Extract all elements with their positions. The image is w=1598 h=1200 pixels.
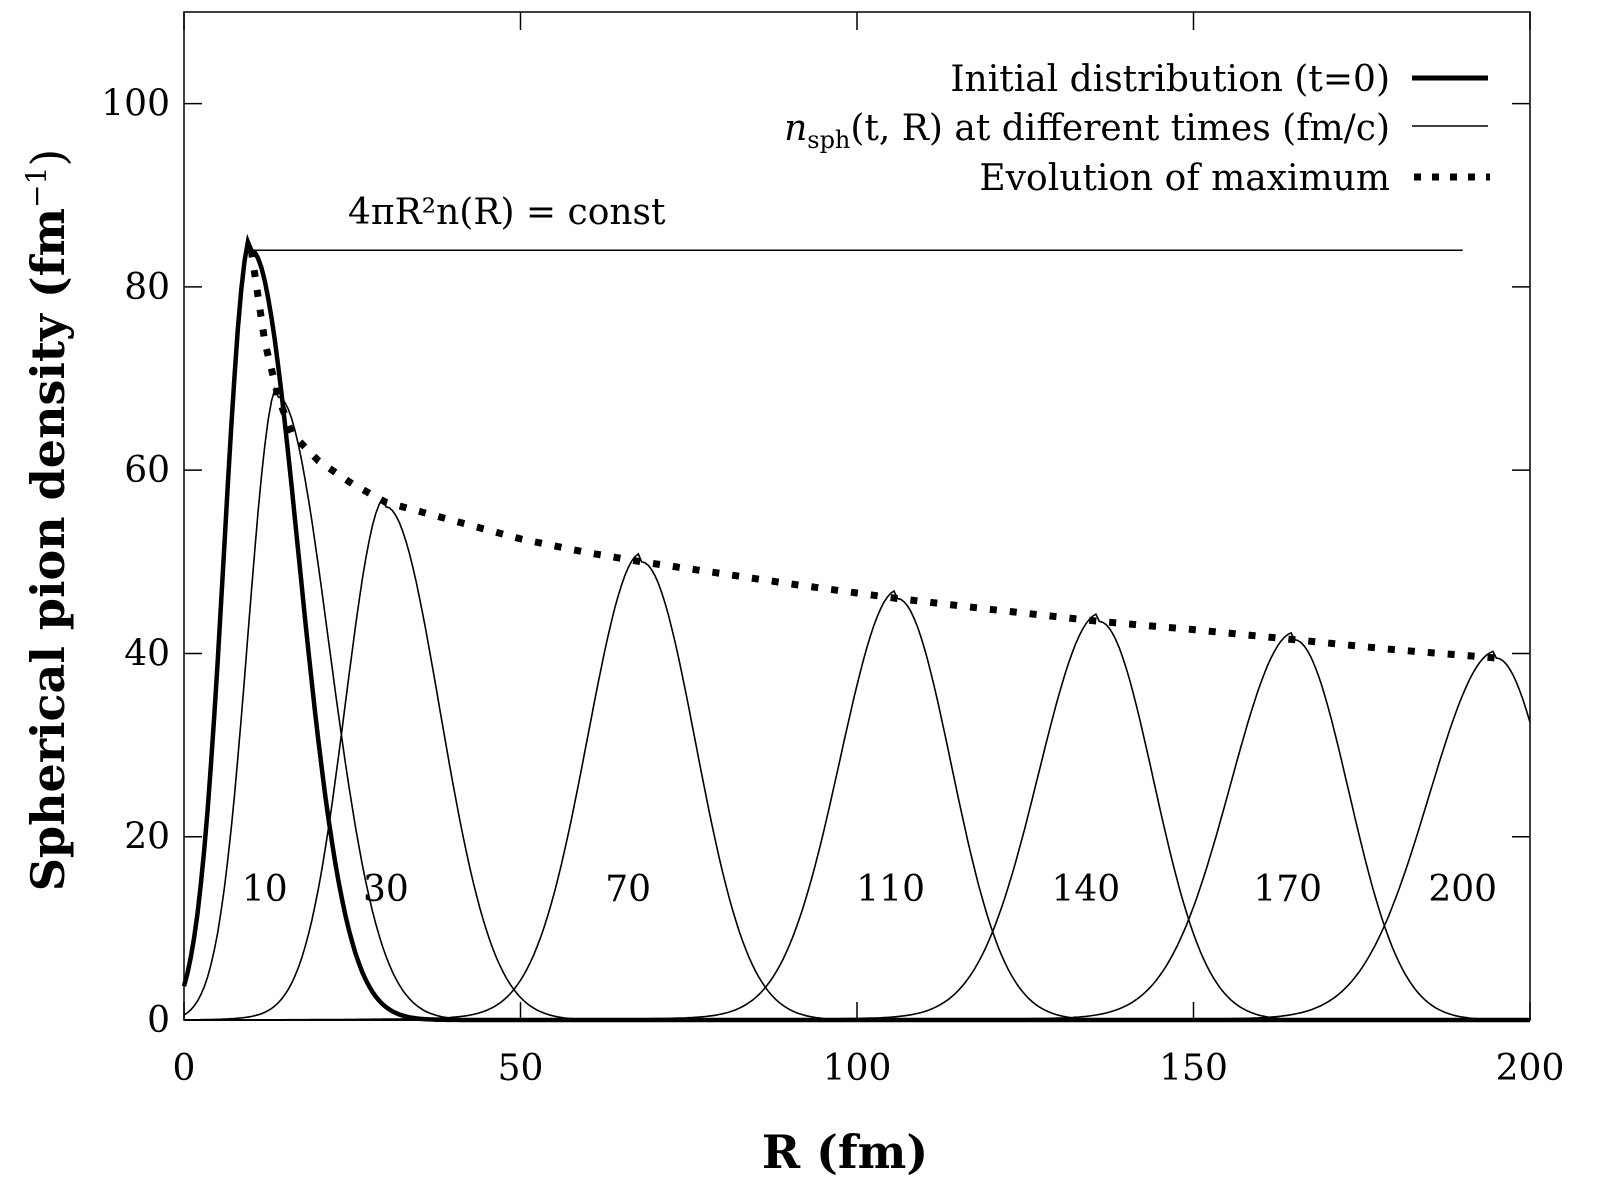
- x-tick-label: 0: [173, 1048, 196, 1089]
- curve-label-t200: 200: [1428, 869, 1497, 910]
- curve-label-t10: 10: [242, 869, 288, 910]
- legend-label-nsph: nsph(t, R) at different times (fm/c): [784, 108, 1390, 154]
- annotation-const: 4πR²n(R) = const: [348, 192, 666, 233]
- y-tick-label: 60: [124, 450, 170, 491]
- x-tick-label: 50: [498, 1048, 544, 1089]
- y-tick-label: 100: [101, 84, 170, 125]
- curve-labels: 10 30 70 110 140 170 200: [242, 869, 1497, 910]
- series-line-t140: [184, 613, 1530, 1021]
- y-tick-label: 40: [124, 633, 170, 674]
- tick-labels: 0 50 100 150 200 0 20 40 60 80 100: [101, 84, 1564, 1089]
- y-tick-label: 0: [147, 1000, 170, 1041]
- curve-label-t110: 110: [856, 869, 925, 910]
- svg-text:Spherical pion density (fm−1): Spherical pion density (fm−1): [20, 149, 75, 892]
- y-axis-title: Spherical pion density (fm−1): [20, 149, 75, 892]
- legend-label-maximum: Evolution of maximum: [979, 158, 1390, 199]
- curve-label-t70: 70: [605, 869, 651, 910]
- y-tick-label: 20: [124, 817, 170, 858]
- legend: Initial distribution (t=0) nsph(t, R) at…: [784, 59, 1490, 199]
- x-tick-label: 100: [823, 1048, 892, 1089]
- y-axis-title-main: Spherical pion density (fm: [21, 208, 75, 891]
- series-line-t170: [184, 631, 1530, 1021]
- curve-label-t170: 170: [1253, 869, 1322, 910]
- y-axis-title-exponent: −1: [20, 167, 53, 208]
- x-tick-label: 200: [1496, 1048, 1565, 1089]
- x-tick-label: 150: [1159, 1048, 1228, 1089]
- series-line-t30: [183, 496, 1530, 1021]
- series-line-t70: [184, 552, 1530, 1021]
- initial-distribution-line: [181, 233, 1530, 1023]
- legend-label-initial: Initial distribution (t=0): [950, 59, 1390, 100]
- y-tick-label: 80: [124, 267, 170, 308]
- curve-label-t30: 30: [363, 869, 409, 910]
- x-axis-title: R (fm): [762, 1125, 928, 1179]
- curve-label-t140: 140: [1051, 869, 1120, 910]
- y-axis-title-close: ): [21, 149, 75, 167]
- plot-lines: [181, 233, 1531, 1023]
- maximum-evolution-line: [247, 249, 1497, 662]
